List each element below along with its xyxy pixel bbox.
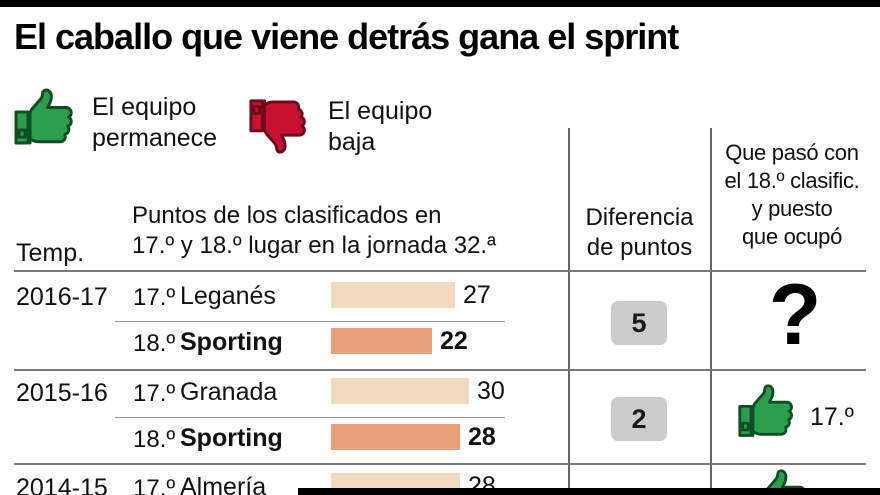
season-label: 2016-17: [16, 283, 108, 311]
top-rule: [0, 0, 880, 7]
column-header-points-line1: Puntos de los clasificados en: [132, 202, 442, 229]
legend-stay-icon-wrap: [10, 86, 80, 150]
column-header-points-line2: 17.º y 18.º lugar en la jornada 32.ª: [132, 232, 496, 259]
points-value: 28: [468, 422, 496, 451]
points-bar-group: 30: [331, 376, 505, 406]
legend-down-line1: El equipo: [328, 97, 433, 125]
points-bar: [331, 328, 432, 354]
outcome-icon-wrap: [735, 382, 799, 442]
outcome-position-label: 17.º: [810, 403, 854, 431]
position-label-18: 18.º: [133, 426, 176, 453]
column-header-outcome-line3: y puesto: [751, 196, 833, 221]
thumbs-down-icon: [249, 99, 306, 154]
points-bar: [331, 424, 460, 450]
points-bar: [331, 378, 469, 404]
column-header-diff-line2: de puntos: [586, 234, 693, 261]
legend-stay-line1: El equipo: [92, 93, 197, 121]
column-divider-2: [710, 128, 712, 495]
legend-down-label: El equipo baja: [328, 96, 432, 158]
points-value: 27: [463, 280, 491, 309]
outcome-unknown-mark: ?: [768, 267, 822, 363]
column-header-points: Puntos de los clasificados en 17.º y 18.…: [132, 201, 496, 261]
points-bar-group: 22: [331, 326, 468, 356]
legend-down-icon-wrap: [246, 94, 312, 156]
team-name: Sporting: [180, 328, 283, 356]
row-separator: [14, 369, 866, 371]
thumbs-up-icon: [14, 88, 73, 145]
position-label-18: 18.º: [133, 330, 176, 357]
row-subdivider: [115, 417, 505, 418]
team-name: Granada: [180, 378, 278, 406]
points-difference-badge: 2: [611, 397, 667, 441]
points-bar-group: 28: [331, 422, 496, 452]
thumbs-up-icon: [738, 384, 793, 437]
points-value: 30: [477, 376, 505, 405]
position-label-17: 17.º: [133, 380, 176, 407]
bottom-rule: [298, 488, 880, 495]
team-name: Sporting: [180, 424, 283, 452]
column-header-outcome: Que pasó con el 18.º clasific. y puesto …: [706, 139, 878, 251]
column-header-outcome-line4: que ocupó: [741, 224, 843, 249]
column-header-diff: Diferencia de puntos: [569, 203, 710, 263]
row-subdivider: [115, 321, 505, 322]
team-name: Leganés: [180, 282, 276, 310]
column-header-outcome-line1: Que pasó con: [725, 140, 859, 165]
team-name: Almería: [180, 473, 267, 495]
season-label: 2015-16: [16, 379, 108, 407]
position-label-17: 17.º: [133, 284, 176, 311]
points-difference-badge: 5: [611, 301, 667, 345]
points-bar: [331, 282, 455, 308]
position-label-17: 17.º: [133, 475, 176, 495]
column-header-temp: Temp.: [16, 239, 85, 267]
legend-down-line2: baja: [328, 128, 376, 156]
column-divider-1: [568, 128, 570, 495]
legend-stay-line2: permanece: [92, 124, 218, 152]
row-separator: [14, 463, 866, 465]
column-header-diff-line1: Diferencia: [585, 204, 694, 231]
points-bar-group: 27: [331, 280, 491, 310]
header-separator: [14, 270, 866, 272]
infographic-title: El caballo que viene detrás gana el spri…: [14, 16, 679, 57]
column-header-outcome-line2: el 18.º clasific.: [724, 168, 860, 193]
legend-stay-label: El equipo permanece: [92, 92, 217, 154]
points-value: 22: [440, 326, 468, 355]
season-label: 2014-15: [16, 474, 108, 495]
